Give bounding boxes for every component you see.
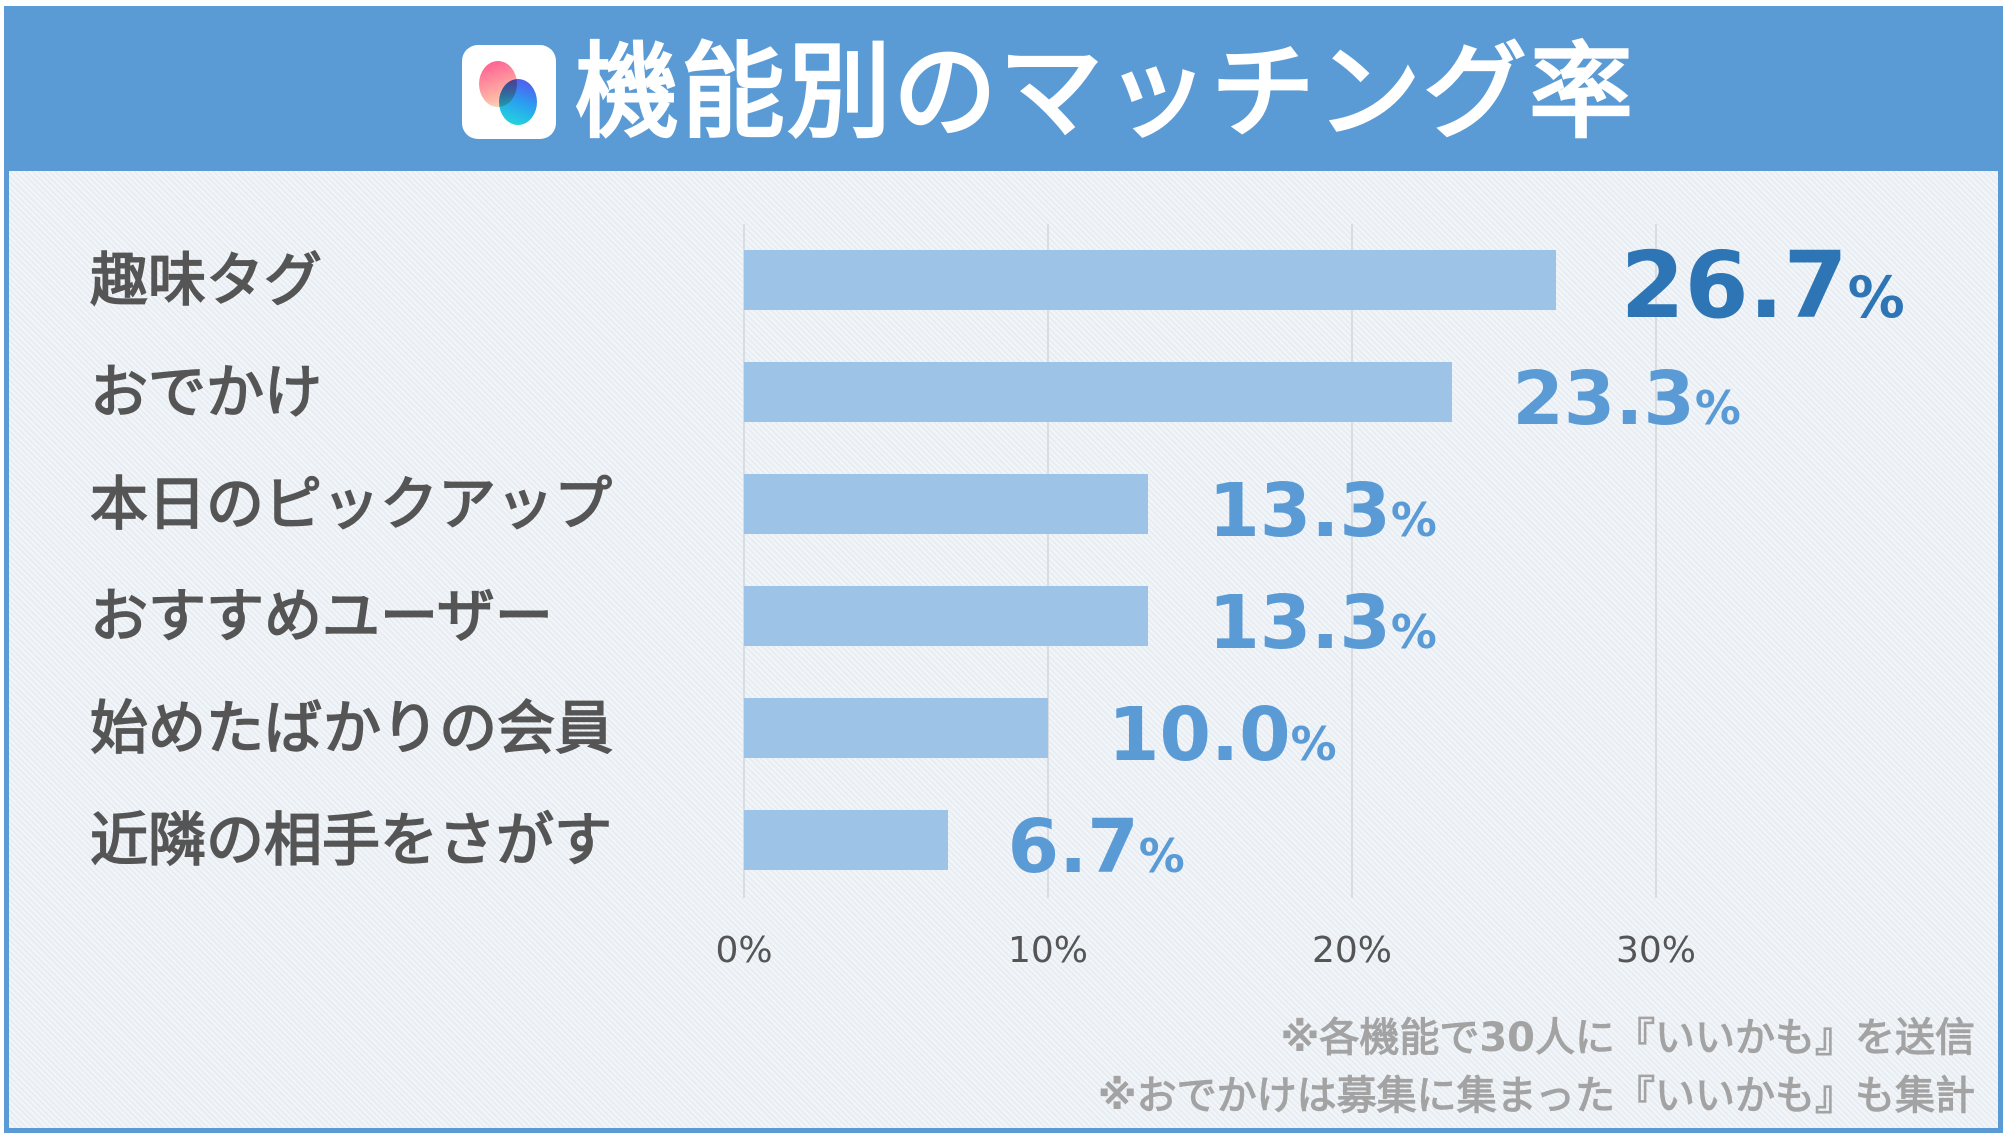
bar bbox=[744, 362, 1453, 422]
bar bbox=[744, 586, 1149, 646]
value-unit: % bbox=[1290, 717, 1337, 771]
value-unit: % bbox=[1694, 381, 1741, 435]
value-unit: % bbox=[1847, 265, 1905, 331]
gridline bbox=[743, 224, 745, 898]
category-label: 始めたばかりの会員 bbox=[90, 694, 614, 762]
footnote: ※各機能で30人に『いいかも』を送信 bbox=[1280, 1015, 1975, 1061]
value-number: 13.3 bbox=[1208, 580, 1391, 666]
bar bbox=[744, 810, 948, 870]
category-label: 趣味タグ bbox=[90, 246, 323, 314]
value-number: 23.3 bbox=[1512, 356, 1695, 442]
gridline bbox=[1655, 224, 1657, 898]
x-tick-label: 20% bbox=[1311, 930, 1393, 971]
chart-title: 機能別のマッチング率 bbox=[575, 31, 1636, 153]
value-label: 13.3% bbox=[1208, 474, 1437, 548]
x-tick-label: 30% bbox=[1615, 930, 1697, 971]
value-number: 26.7 bbox=[1620, 232, 1848, 339]
footnote: ※おでかけは募集に集まった『いいかも』も集計 bbox=[1097, 1073, 1975, 1119]
bar bbox=[744, 698, 1048, 758]
header-banner bbox=[4, 6, 2003, 171]
value-label: 6.7% bbox=[1008, 810, 1185, 884]
value-label: 10.0% bbox=[1108, 698, 1337, 772]
gridline bbox=[1047, 224, 1049, 898]
x-tick-label: 0% bbox=[715, 930, 773, 971]
value-label: 26.7% bbox=[1621, 240, 1905, 332]
chart-frame bbox=[4, 6, 2003, 1133]
value-unit: % bbox=[1390, 605, 1437, 659]
gridline bbox=[1351, 224, 1353, 898]
bar bbox=[744, 250, 1556, 310]
category-label: 近隣の相手をさがす bbox=[90, 806, 613, 874]
category-label: 本日のピックアップ bbox=[90, 470, 613, 538]
value-number: 6.7 bbox=[1007, 804, 1139, 890]
value-number: 13.3 bbox=[1208, 468, 1391, 554]
value-number: 10.0 bbox=[1108, 692, 1291, 778]
bar bbox=[744, 474, 1149, 534]
x-tick-label: 10% bbox=[1007, 930, 1089, 971]
value-label: 13.3% bbox=[1208, 586, 1437, 660]
category-label: おでかけ bbox=[90, 358, 323, 426]
value-label: 23.3% bbox=[1512, 362, 1741, 436]
value-unit: % bbox=[1138, 829, 1185, 883]
value-unit: % bbox=[1390, 493, 1437, 547]
app-logo-icon bbox=[462, 45, 556, 139]
category-label: おすすめユーザー bbox=[90, 582, 553, 650]
